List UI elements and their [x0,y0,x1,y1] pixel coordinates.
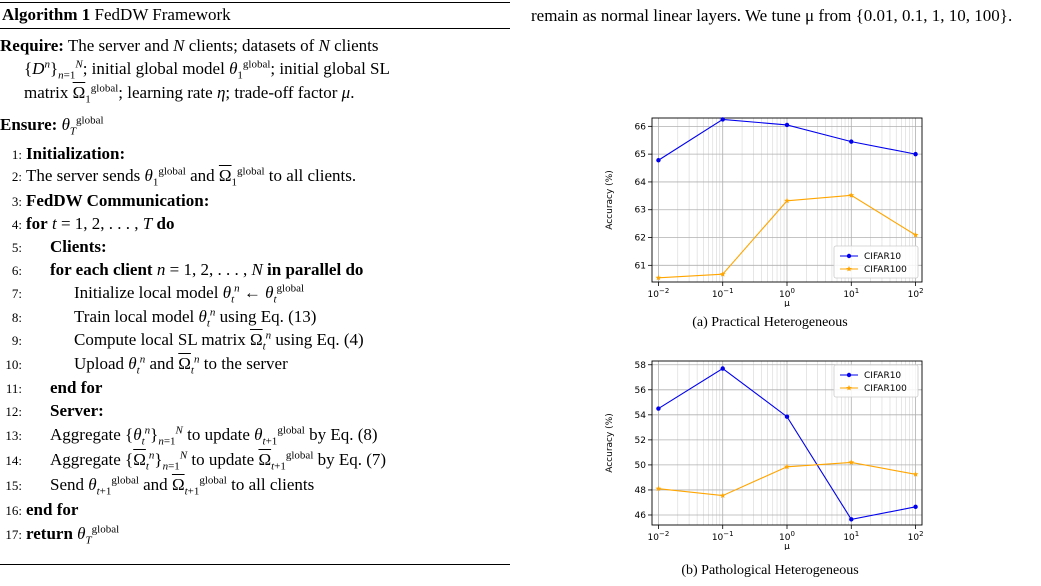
legend-box [833,364,919,398]
data-point-cifar100 [655,274,662,281]
x-tick-label: 10−2 [648,287,670,300]
plot-frame [651,360,923,526]
data-point-cifar100 [719,492,726,499]
data-point-cifar100 [848,459,855,465]
data-point-cifar100 [848,192,855,198]
algo-line-2: 2: The server sends θ1global and Ω1global… [11,165,357,189]
data-point-cifar100 [719,271,726,277]
require-clause: Require: The server and N clients; datas… [0,36,390,106]
data-point-cifar100 [784,463,790,470]
algo-line-13: 13: Aggregate {θtn}n=1N to update θt+1glo… [5,424,378,448]
legend-marker-cifar10 [846,253,852,259]
plot-frame [651,117,923,283]
chart-practical-svg: 10−2 10−1 100 101 102 61 62 63 64 65 66 Accuracy (%… [605,117,924,309]
data-point-cifar10 [913,504,918,510]
y-tick-label: 61 [635,261,646,271]
data-point-cifar10 [720,366,725,371]
algorithm-label: Algorithm 1 [2,5,91,24]
y-tick-label: 58 [635,361,647,371]
data-point-cifar100 [912,232,919,238]
algo-line-17: 17: return θTglobal [5,523,120,547]
x-tick-label: 10−1 [712,287,734,300]
legend-box [833,245,919,279]
x-tick-label: 101 [843,287,859,300]
data-point-cifar10 [784,414,790,419]
algo-line-16: 16: end for [5,500,79,519]
y-tick-label: 63 [635,206,646,216]
data-point-cifar10 [913,151,918,157]
algo-line-8: 8: Train local model θtn using Eq. (13) [11,306,317,330]
y-axis-label: Accuracy (%) [605,170,615,230]
y-tick-label: 50 [635,461,647,471]
data-point-cifar10 [656,158,661,163]
chart-pathological: 10−2 10−1 100 101 102 46 48 50 52 54 56 58 Accuracy … [600,355,940,555]
data-point-cifar100 [912,471,919,477]
data-point-cifar10 [656,406,661,411]
y-tick-label: 62 [635,234,646,244]
x-tick-label: 102 [908,530,924,543]
y-tick-label: 48 [635,486,647,496]
legend-label-cifar10: CIFAR10 [864,371,901,381]
legend: CIFAR10 CIFAR100 [833,364,919,398]
x-tick-label: 10−2 [648,530,670,543]
algo-line-9: 9: Compute local SL matrix Ωtn using Eq. … [11,329,364,353]
legend-marker-cifar100 [846,385,852,391]
legend-label-cifar100: CIFAR100 [864,384,907,394]
x-axis-label: μ [784,299,790,307]
top-rule [0,2,510,3]
legend-marker-cifar10 [846,372,852,378]
ensure-label: Ensure: [0,115,58,134]
y-axis-label: Accuracy (%) [605,413,615,473]
bottom-rule [0,564,510,565]
data-point-cifar10 [720,117,725,122]
chart-practical: 10−2 10−1 100 101 102 61 62 63 64 65 66 Accuracy (%… [600,112,940,312]
x-tick-label: 10−1 [712,530,734,543]
algo-line-3: 3: FedDW Communication: [11,191,210,210]
data-point-cifar10 [849,139,854,144]
ensure-clause: Ensure: θTglobal [0,114,104,138]
algo-line-15: 15: Send θt+1global and Ωt+1global to all… [5,474,315,498]
y-tick-label: 65 [635,150,646,160]
x-tick-label: 100 [779,530,795,543]
chart-pathological-svg: 10−2 10−1 100 101 102 46 48 50 52 54 56 58 Accuracy … [605,360,924,552]
y-tick-label: 46 [635,511,647,521]
algo-line-10: 10: Upload θtn and Ωtn to the server [5,353,288,377]
algo-line-1: 1: Initialization: [11,144,126,163]
algo-line-14: 14: Aggregate {Ωtn}n=1N to update Ωt+1glo… [5,449,387,473]
algo-line-4: 4: for t = 1, 2, . . . , T do [11,214,175,233]
y-tick-label: 64 [635,178,647,188]
caption-pathological: (b) Pathological Heterogeneous [681,563,859,578]
legend-label-cifar100: CIFAR100 [864,265,907,275]
algo-line-5: 5: Clients: [11,237,107,256]
algo-line-11: 11: end for [5,378,103,397]
body-paragraph: remain as normal linear layers. We tune … [531,6,1013,25]
y-tick-label: 56 [635,386,647,396]
data-point-cifar10 [849,517,854,522]
x-axis-label: μ [784,542,790,550]
title-rule [0,28,510,29]
algorithm-name: FedDW Framework [94,5,231,24]
algorithm-title: Algorithm 1 FedDW Framework [2,5,231,25]
legend-marker-cifar100 [846,266,852,272]
data-point-cifar100 [784,197,790,204]
x-tick-label: 102 [908,287,924,300]
legend: CIFAR10 CIFAR100 [833,245,919,279]
data-point-cifar100 [655,485,662,492]
algo-line-12: 12: Server: [5,401,104,420]
y-tick-label: 66 [635,122,647,132]
legend-label-cifar10: CIFAR10 [864,252,901,262]
x-tick-label: 100 [779,287,795,300]
require-label: Require: [0,36,64,55]
algo-line-7: 7: Initialize local model θtn ← θtglobal [11,282,305,306]
x-tick-label: 101 [843,530,859,543]
algo-line-6: 6: for each client n = 1, 2, . . . , N in… [11,260,364,279]
caption-practical: (a) Practical Heterogeneous [692,315,848,330]
y-tick-label: 54 [635,411,647,421]
y-tick-label: 52 [635,436,646,446]
data-point-cifar10 [784,122,790,128]
